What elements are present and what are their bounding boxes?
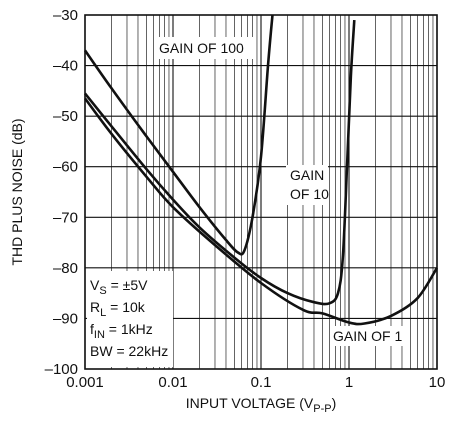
y-tick-label: –100: [45, 361, 78, 378]
y-tick-label: –50: [53, 108, 78, 125]
label-gain-10-line1: GAIN: [290, 167, 324, 183]
x-tick-labels: 0.001 0.01 0.1 1 10: [66, 374, 445, 391]
y-tick-label: –30: [53, 7, 78, 24]
series-curves: [83, 14, 439, 326]
label-gain-10-line2: OF 10: [290, 186, 329, 202]
series-line-2: [83, 97, 439, 326]
condition-rl: RL = 10k: [90, 299, 146, 319]
label-bg-gain-10: [286, 165, 328, 205]
series-line-1: [83, 20, 356, 306]
label-gain-100: GAIN OF 100: [159, 40, 244, 56]
x-axis-title: INPUT VOLTAGE (VP-P): [186, 395, 337, 415]
conditions-bg: [87, 271, 173, 367]
x-tick-label: 0.01: [158, 374, 187, 391]
label-bg-gain-100: [156, 37, 256, 59]
y-tick-label: –60: [53, 159, 78, 176]
series-line-0: [83, 14, 274, 256]
y-tick-label: –90: [53, 310, 78, 327]
x-tick-label: 1: [345, 374, 353, 391]
y-tick-labels: –30 –40 –50 –60 –70 –80 –90 –100: [45, 7, 78, 378]
x-tick-label: 10: [429, 374, 446, 391]
label-bg-gain-1: [330, 326, 410, 346]
x-tick-label: 0.001: [66, 374, 104, 391]
y-tick-label: –80: [53, 260, 78, 277]
plot-frame: [84, 14, 438, 370]
y-tick-label: –70: [53, 209, 78, 226]
label-gain-1: GAIN OF 1: [333, 328, 402, 344]
x-tick-label: 0.1: [251, 374, 272, 391]
condition-bw: BW = 22kHz: [90, 343, 168, 359]
y-axis-title: THD PLUS NOISE (dB): [9, 118, 25, 265]
condition-vs: VS = ±5V: [90, 277, 148, 297]
y-tick-label: –40: [53, 58, 78, 75]
condition-fin: fIN = 1kHz: [90, 321, 153, 341]
